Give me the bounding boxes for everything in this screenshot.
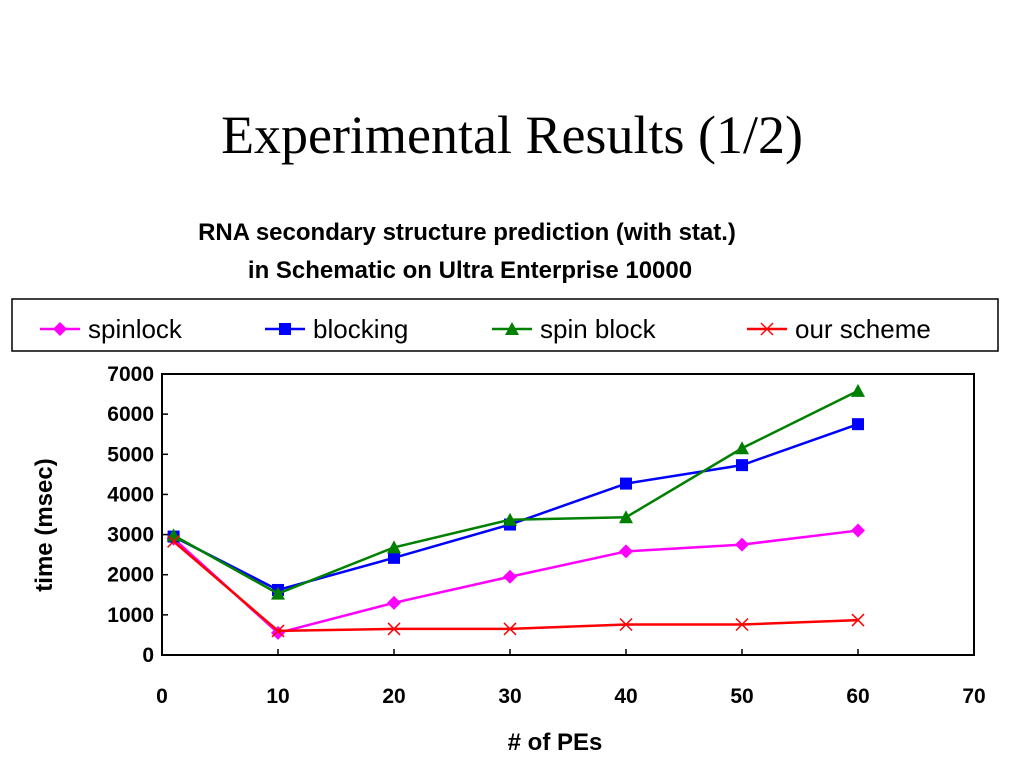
legend-label-blocking: blocking — [313, 314, 408, 344]
x-tick-label: 10 — [266, 685, 289, 708]
y-tick-label: 5000 — [107, 443, 154, 466]
y-tick-label: 2000 — [107, 564, 154, 587]
y-tick-label: 7000 — [107, 363, 154, 386]
y-axis: 0 1000 2000 3000 4000 5000 6000 7000 — [107, 363, 168, 667]
plot-area — [161, 373, 975, 656]
data-point-spinlock — [503, 569, 517, 584]
y-axis-title: time (msec) — [31, 458, 58, 591]
legend: spinlock blocking spin block our scheme — [40, 314, 931, 344]
y-tick-label: 0 — [142, 644, 154, 667]
x-tick-label: 20 — [382, 685, 405, 708]
y-tick-label: 4000 — [107, 483, 154, 506]
data-point-spin-block — [735, 441, 749, 455]
chart-title: RNA secondary structure prediction (with… — [198, 219, 736, 246]
y-tick-label: 1000 — [107, 604, 154, 627]
data-point-our-scheme — [503, 622, 517, 636]
data-point-spin-block — [503, 512, 517, 526]
data-point-spinlock — [387, 595, 401, 610]
slide-title: Experimental Results (1/2) — [221, 105, 803, 165]
data-point-spinlock — [851, 523, 865, 538]
x-tick-label: 0 — [156, 685, 168, 708]
series-line-blocking — [173, 422, 859, 592]
data-point-our-scheme — [735, 617, 749, 632]
x-tick-label: 40 — [614, 685, 637, 708]
data-point-spin-block — [387, 540, 401, 554]
x-tick-label: 60 — [846, 685, 869, 708]
data-point-our-scheme — [851, 613, 865, 627]
legend-marker-our-scheme — [760, 322, 774, 336]
data-point-our-scheme — [619, 617, 633, 632]
legend-marker-spinlock — [53, 322, 67, 336]
data-point-blocking — [736, 459, 748, 472]
x-tick-label: 70 — [962, 685, 985, 708]
x-tick-label: 50 — [730, 685, 753, 708]
series-layer — [166, 383, 865, 640]
data-point-blocking — [620, 477, 632, 490]
legend-box — [11, 298, 999, 352]
legend-marker-spin-block — [505, 322, 519, 335]
legend-marker-blocking — [279, 323, 291, 335]
y-tick-label: 6000 — [107, 403, 154, 426]
data-point-blocking — [852, 418, 864, 431]
data-point-blocking — [388, 551, 400, 564]
data-point-spinlock — [619, 544, 633, 559]
data-point-spin-block — [619, 510, 633, 524]
series-line-spin-block — [172, 389, 859, 595]
series-line-spinlock — [172, 529, 859, 635]
x-axis: 0 10 20 30 40 50 60 70 — [156, 649, 986, 708]
x-tick-label: 30 — [498, 685, 521, 708]
y-tick-label: 3000 — [107, 524, 154, 547]
legend-label-spinlock: spinlock — [88, 314, 183, 344]
data-point-spin-block — [271, 586, 285, 600]
data-point-our-scheme — [387, 622, 401, 636]
data-point-spin-block — [851, 383, 865, 397]
data-point-our-scheme — [271, 624, 285, 638]
legend-label-spin-block: spin block — [540, 314, 657, 344]
legend-label-our-scheme: our scheme — [795, 314, 931, 344]
x-axis-title: # of PEs — [508, 729, 603, 756]
data-point-our-scheme — [167, 534, 181, 548]
chart-subtitle: in Schematic on Ultra Enterprise 10000 — [248, 257, 692, 284]
data-point-spinlock — [735, 537, 749, 552]
